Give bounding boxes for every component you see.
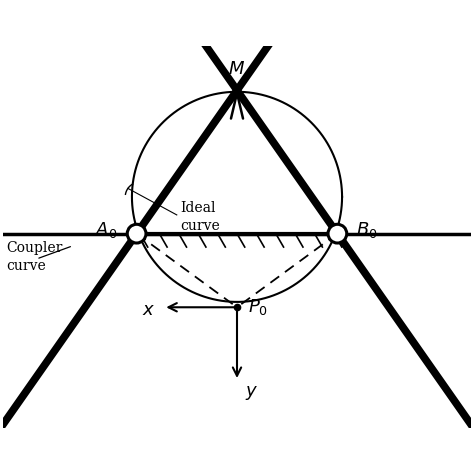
Text: $y$: $y$ xyxy=(245,384,258,402)
Text: Ideal
curve: Ideal curve xyxy=(180,201,220,233)
Text: $P_0$: $P_0$ xyxy=(248,297,268,317)
Text: Coupler
curve: Coupler curve xyxy=(6,241,63,273)
Text: $B_0$: $B_0$ xyxy=(356,220,378,240)
Text: $M$: $M$ xyxy=(228,60,246,78)
Text: $A_0$: $A_0$ xyxy=(95,220,118,240)
Text: $x$: $x$ xyxy=(142,301,155,319)
Circle shape xyxy=(328,224,347,243)
Circle shape xyxy=(127,224,146,243)
